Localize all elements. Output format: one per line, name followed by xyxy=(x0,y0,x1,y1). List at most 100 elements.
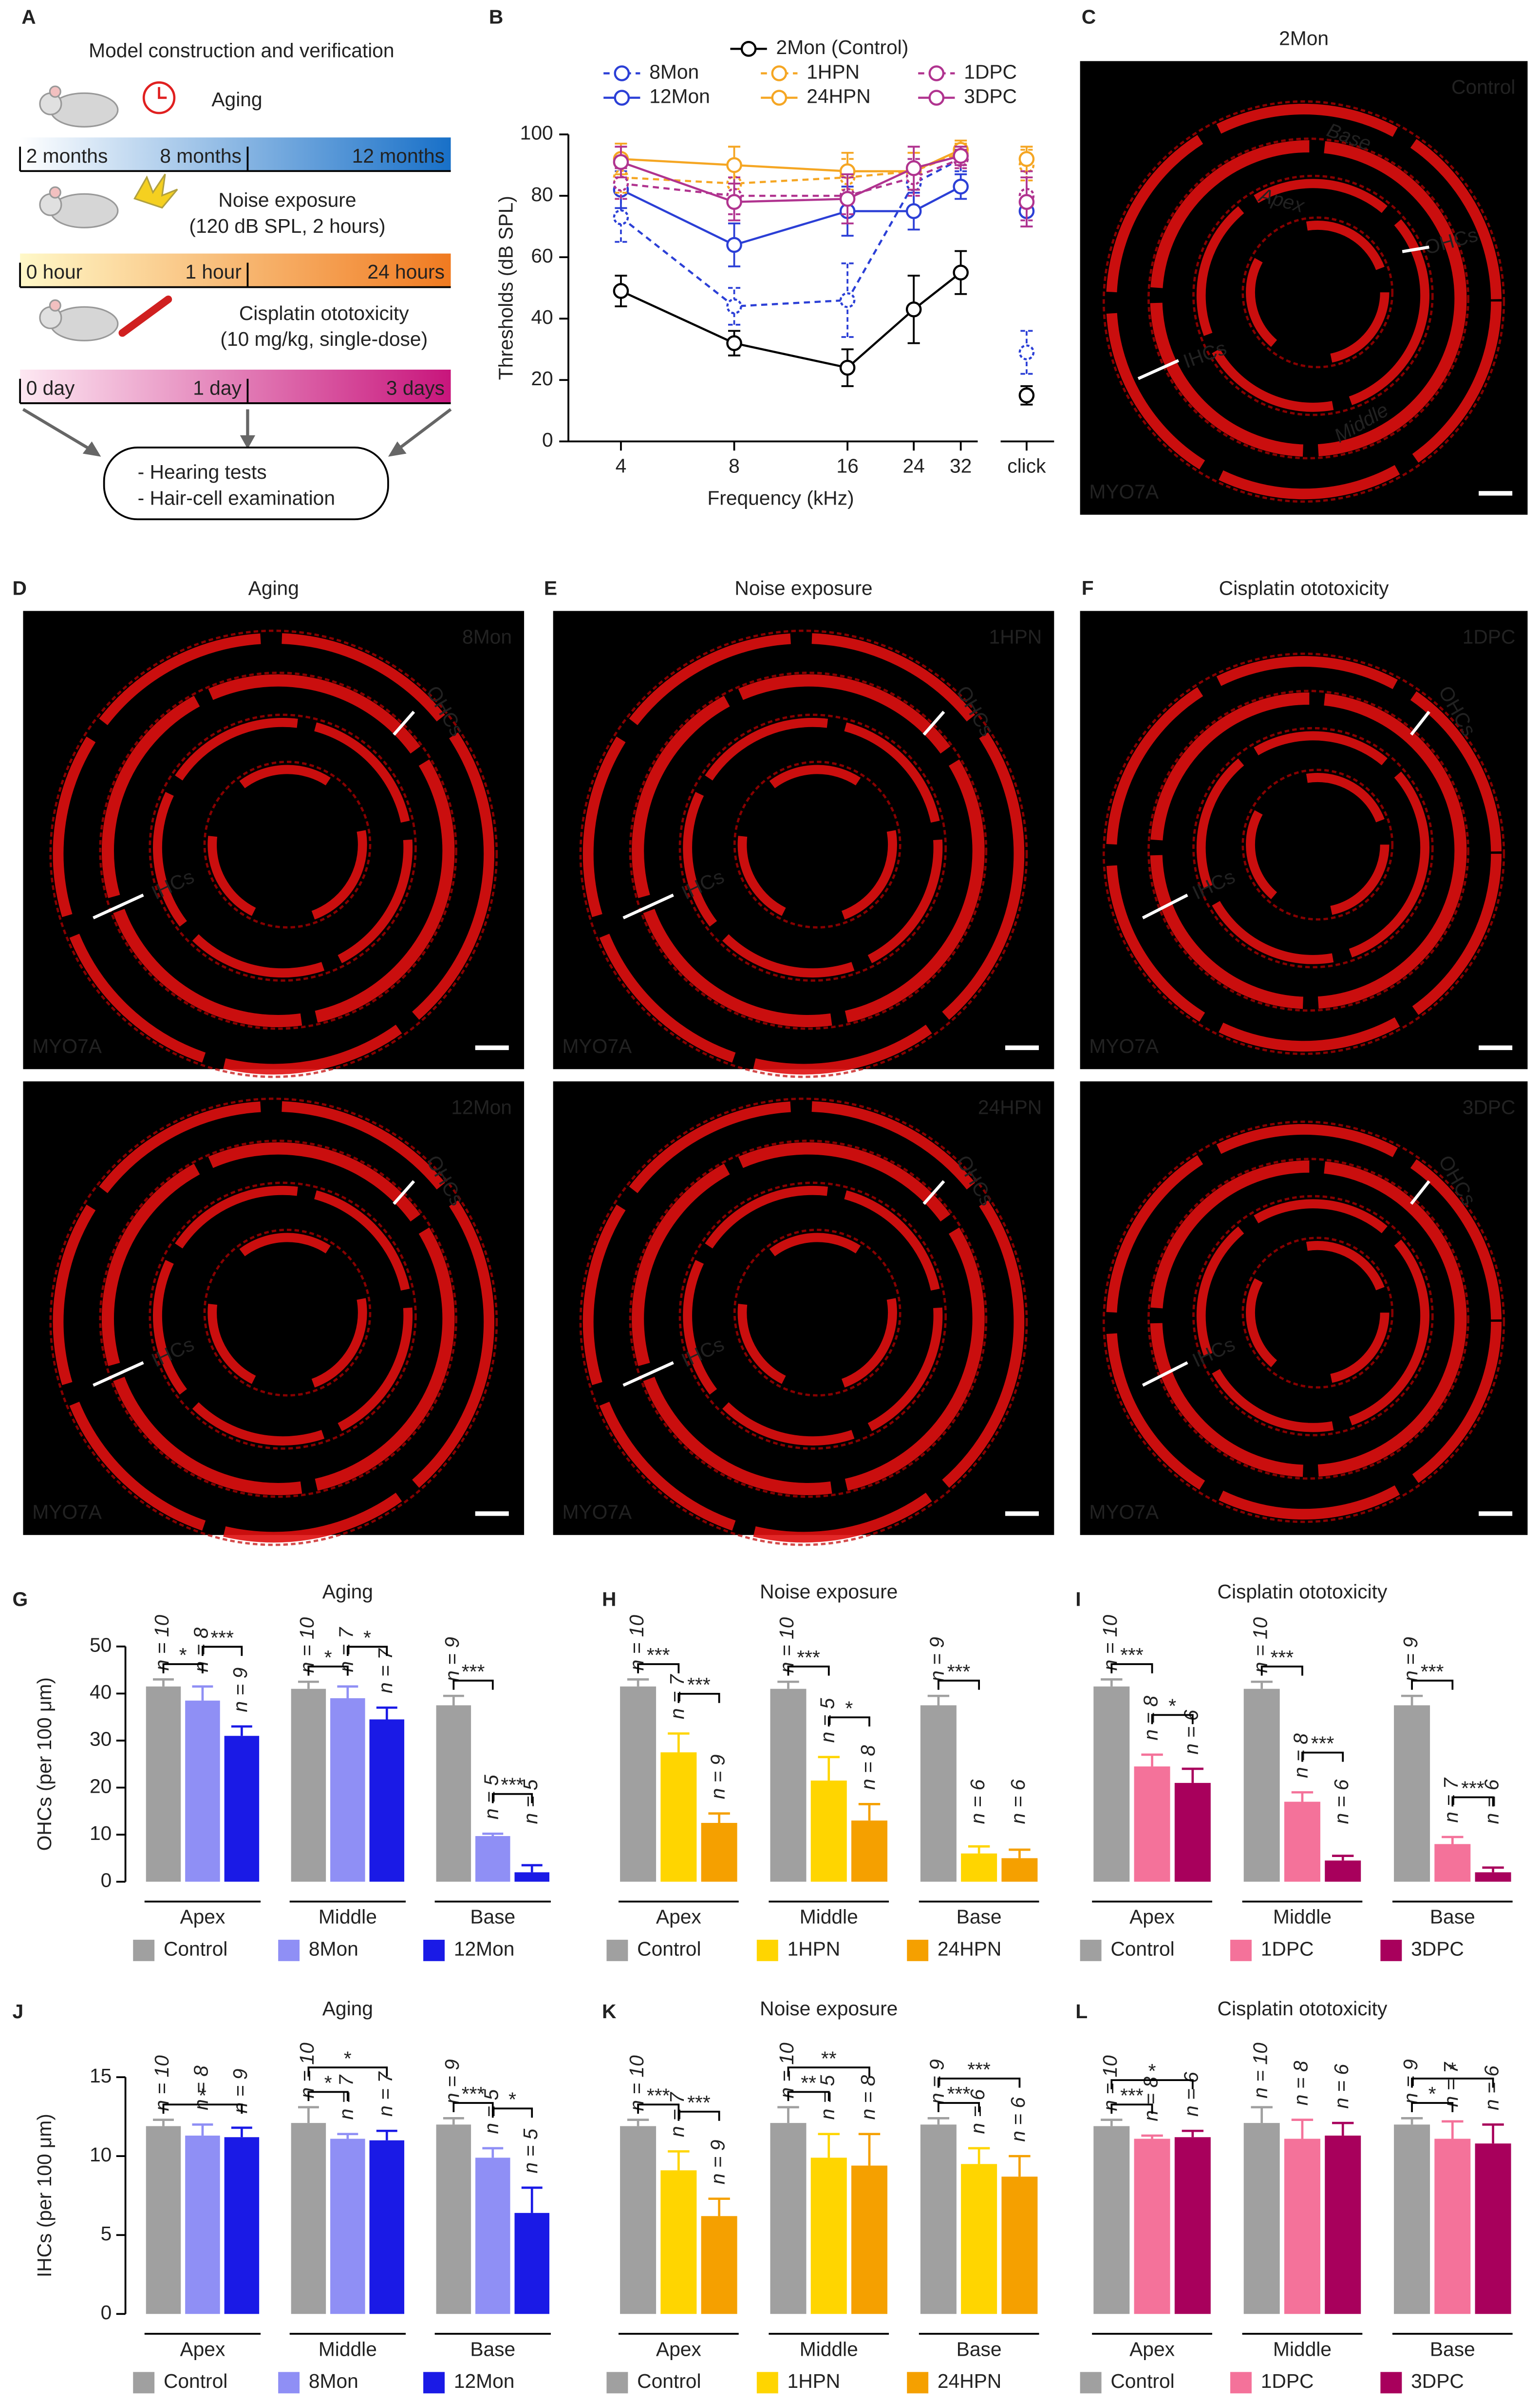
bar xyxy=(1243,2123,1280,2314)
significance-label: * xyxy=(845,1697,853,1719)
image-title: Noise exposure xyxy=(734,577,872,599)
step-name: Noise exposure xyxy=(218,189,356,211)
timeline-label: 0 day xyxy=(26,376,75,399)
bar xyxy=(660,1752,697,1882)
annotation-pointer xyxy=(393,711,415,736)
image-title: 2Mon xyxy=(1279,27,1329,49)
hair-cell-row xyxy=(579,1097,1028,1546)
significance-label: *** xyxy=(687,1673,711,1696)
marker xyxy=(1018,151,1035,167)
bar xyxy=(514,1872,549,1882)
hair-cell-row xyxy=(1241,1237,1394,1389)
marker xyxy=(953,148,969,164)
hair-cell-spiral xyxy=(101,674,455,1028)
n-label: n = 7 xyxy=(374,2071,396,2117)
x-tick-label: Apex xyxy=(656,1906,701,1928)
n-label: n = 5 xyxy=(816,1698,839,1743)
error-bar xyxy=(627,2119,649,2126)
legend-label: 24HPN xyxy=(938,2370,1001,2392)
legend-label: 12Mon xyxy=(649,85,710,107)
n-label: n = 10 xyxy=(296,2043,318,2099)
noise-icon xyxy=(133,173,178,209)
bar xyxy=(475,1836,510,1882)
annotation-pointer xyxy=(1142,1361,1188,1387)
legend-swatch xyxy=(133,2372,155,2394)
arrow-head xyxy=(240,435,256,450)
legend-swatch xyxy=(756,2372,778,2394)
bar xyxy=(330,2138,365,2314)
y-tick-label: 40 xyxy=(531,306,553,328)
legend-marker xyxy=(771,90,788,106)
legend-label: 2Mon (Control) xyxy=(776,36,909,58)
significance-bracket xyxy=(1301,1751,1344,1762)
stain-label: MYO7A xyxy=(562,1035,632,1057)
hair-cell-spiral xyxy=(737,765,897,924)
error-bar xyxy=(1332,1855,1354,1861)
legend-swatch xyxy=(278,2372,300,2394)
hair-cell-row xyxy=(149,713,417,982)
hair-cell-row xyxy=(579,629,1028,1078)
significance-bracket xyxy=(452,2102,494,2112)
error-bar xyxy=(1401,2117,1423,2125)
y-tick-label: 30 xyxy=(90,1728,112,1750)
error-bar xyxy=(777,1680,799,1689)
bar xyxy=(1174,1782,1211,1882)
significance-bracket xyxy=(162,1663,204,1673)
n-label: n = 10 xyxy=(775,1617,798,1673)
bar xyxy=(1434,2138,1471,2314)
x-tick-label: Middle xyxy=(319,2338,377,2360)
hair-cell-spiral xyxy=(1196,1199,1430,1432)
significance-label: *** xyxy=(947,1660,971,1683)
hair-cell-spiral xyxy=(632,1142,985,1496)
n-label: n = 5 xyxy=(519,1779,542,1824)
legend-label: 1HPN xyxy=(807,60,860,83)
significance-bracket xyxy=(491,2107,533,2118)
x-tick-label: Apex xyxy=(1129,2338,1175,2360)
error-bar xyxy=(1009,1848,1031,1858)
panel-letter: L xyxy=(1075,2000,1088,2023)
timeline-label: 1 hour xyxy=(185,261,242,283)
n-label: n = 7 xyxy=(666,2092,688,2137)
legend-marker xyxy=(771,65,788,81)
n-label: n = 6 xyxy=(1480,2065,1502,2110)
significance-bracket xyxy=(1451,1796,1494,1807)
x-tick-label: 8 xyxy=(729,454,740,477)
n-label: n = 8 xyxy=(1139,2077,1162,2121)
chart-title: Noise exposure xyxy=(760,1997,898,2020)
n-label: n = 10 xyxy=(150,2055,173,2111)
error-bar xyxy=(841,262,854,338)
legend-marker xyxy=(614,65,630,81)
significance-label: * xyxy=(344,2047,352,2069)
significance-label: *** xyxy=(647,1644,670,1666)
legend-swatch xyxy=(1230,2372,1252,2394)
legend-label: 8Mon xyxy=(309,1938,358,1960)
syringe-icon xyxy=(118,295,172,337)
significance-bracket xyxy=(1110,2079,1194,2089)
bar xyxy=(620,1686,657,1882)
error-bar xyxy=(443,2117,464,2125)
bar xyxy=(1284,2138,1320,2314)
significance-bracket xyxy=(787,2066,870,2077)
y-tick-label: 10 xyxy=(90,1822,112,1844)
bar xyxy=(330,1698,365,1882)
error-bar xyxy=(818,2133,840,2158)
legend-swatch xyxy=(1230,1939,1252,1961)
hair-cell-row xyxy=(1241,216,1394,369)
legend-label: 24HPN xyxy=(807,85,870,107)
image-label: 1HPN xyxy=(989,626,1042,648)
bar xyxy=(770,2123,807,2314)
error-bar xyxy=(927,2117,950,2125)
significance-label: *** xyxy=(647,2084,670,2106)
legend-label: Control xyxy=(164,2370,227,2392)
y-tick-label: 100 xyxy=(520,122,553,144)
panel-letter: A xyxy=(21,5,36,28)
significance-bracket xyxy=(1110,1663,1153,1673)
bar xyxy=(961,1853,997,1882)
n-label: n = 7 xyxy=(666,1674,688,1719)
legend-swatch xyxy=(1080,1939,1102,1961)
y-tick-label: 10 xyxy=(90,2143,112,2166)
bar xyxy=(660,2170,697,2314)
bar xyxy=(851,1820,888,1882)
micrograph xyxy=(1080,611,1528,1069)
